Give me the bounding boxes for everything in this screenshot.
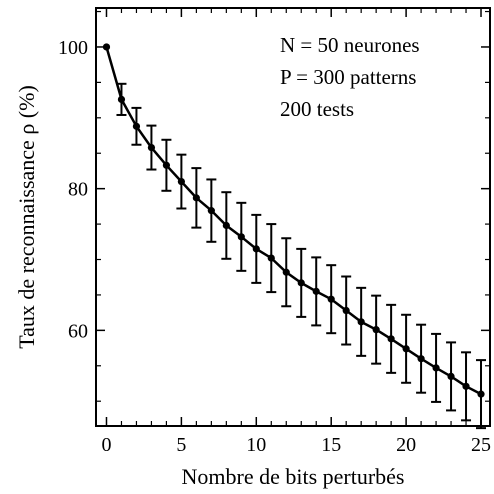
x-tick-label: 10 <box>246 434 266 456</box>
data-point <box>162 161 171 169</box>
data-point <box>312 287 320 295</box>
data-point <box>207 207 215 215</box>
x-axis-label: Nombre de bits perturbés <box>182 464 405 489</box>
data-point <box>282 268 290 276</box>
annotation-text: P = 300 patterns <box>280 65 416 89</box>
data-point <box>102 43 111 51</box>
x-tick-label: 5 <box>176 434 186 456</box>
data-point <box>462 382 470 390</box>
data-point <box>447 372 455 381</box>
data-point <box>222 221 230 230</box>
data-point <box>477 390 485 398</box>
data-point <box>297 279 305 287</box>
plot-frame <box>95 7 491 427</box>
y-tick-label: 80 <box>68 179 88 201</box>
y-tick-label: 100 <box>58 37 88 59</box>
data-point <box>117 95 126 103</box>
data-point <box>417 355 425 363</box>
x-tick-label: 15 <box>321 434 341 456</box>
data-point <box>132 122 141 130</box>
x-tick-label: 20 <box>396 434 416 456</box>
data-point <box>372 326 380 334</box>
y-axis-label: Taux de reconnaissance ρ (%) <box>14 85 39 349</box>
data-point <box>357 318 365 326</box>
data-point <box>342 306 350 315</box>
y-tick-label: 60 <box>68 320 88 342</box>
data-point <box>177 177 185 186</box>
annotation-text: N = 50 neurones <box>280 33 420 57</box>
data-point <box>327 295 335 303</box>
data-point <box>147 143 156 152</box>
data-point <box>402 345 410 353</box>
plot-layer <box>102 43 487 430</box>
data-point <box>192 194 200 202</box>
data-point <box>252 245 260 253</box>
annotations-layer: N = 50 neurones P = 300 patterns 200 tests <box>280 33 420 121</box>
data-point <box>432 364 440 372</box>
x-tick-label: 25 <box>471 434 491 456</box>
ticks-layer: 0 5 10 15 20 25 60 80 100 <box>58 8 491 456</box>
data-point <box>387 335 395 343</box>
annotation-text: 200 tests <box>280 97 354 121</box>
x-tick-label: 0 <box>101 434 111 456</box>
data-point <box>267 254 275 262</box>
data-point <box>237 233 245 241</box>
